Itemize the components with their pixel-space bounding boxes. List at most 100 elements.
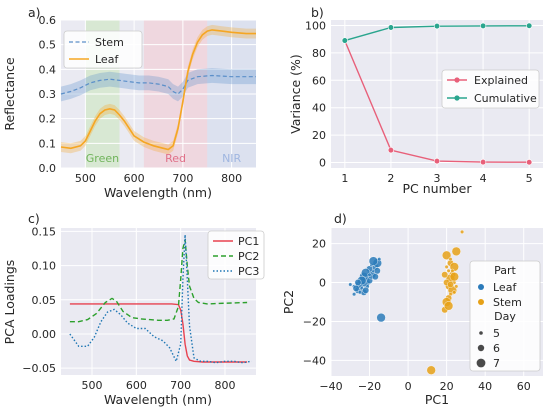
panel-c-ylabel: PCA Loadings xyxy=(2,260,17,345)
scatter-leaf-point xyxy=(368,256,379,266)
panel-c-xtick-label: 700 xyxy=(170,379,191,392)
scatter-stem-point xyxy=(426,365,436,375)
series-cumulative-point xyxy=(387,24,395,31)
legend-pc2-label: PC2 xyxy=(238,250,259,263)
scatter-leaf-point xyxy=(367,272,372,277)
panel-a-xtick-label: 500 xyxy=(75,172,96,185)
scatter-leaf-point xyxy=(376,313,386,323)
panel-a-legend: Stem Leaf xyxy=(63,30,143,69)
scatter-stem-point xyxy=(450,268,455,273)
series-leaf-band xyxy=(61,24,256,155)
scatter-stem-point xyxy=(442,250,452,260)
scatter-stem-point xyxy=(441,271,449,279)
scatter-leaf-point xyxy=(352,284,360,292)
panel-c-ytick-label: 0.15 xyxy=(32,225,57,238)
scatter-stem-point xyxy=(448,257,453,262)
scatter-leaf-point xyxy=(352,292,357,297)
region-red-label: Red xyxy=(165,152,186,165)
region-green-label: Green xyxy=(86,152,119,165)
scatter-leaf-point xyxy=(348,282,353,287)
legend-day6-label: 6 xyxy=(493,342,500,355)
series-cumulative-point xyxy=(479,22,487,29)
series-explained-point xyxy=(387,147,395,154)
panel-b-ytick-label: 0 xyxy=(319,157,326,170)
scatter-leaf-point xyxy=(357,290,362,295)
panel-a-ytick-label: 0.2 xyxy=(39,113,57,126)
panel-a-label: a) xyxy=(28,5,41,20)
region-nir-label: NIR xyxy=(222,152,241,165)
panel-b-xlabel: PC number xyxy=(402,181,472,196)
series-pc3-line xyxy=(69,234,252,364)
panel-b-xtick-label: 5 xyxy=(526,172,533,185)
panel-b-ytick-label: 40 xyxy=(312,102,326,115)
panel-c-ytick-label: 0.00 xyxy=(32,328,57,341)
panel-d-ylabel: PC2 xyxy=(281,290,296,314)
panel-d-legend: Part Leaf Stem Day 5 6 7 xyxy=(469,260,541,372)
series-pc1-line xyxy=(69,303,248,363)
panel-d-xtick-label: 40 xyxy=(478,380,492,393)
legend-cumulative-marker xyxy=(454,95,460,101)
panel-b-xtick-label: 1 xyxy=(341,172,348,185)
series-explained-point xyxy=(479,159,487,166)
scatter-stem-point xyxy=(446,268,451,273)
panel-c-xtick-label: 600 xyxy=(126,379,147,392)
panel-d-xtick-label: −40 xyxy=(319,380,342,393)
legend-stem-label: Stem xyxy=(493,296,522,309)
panel-b-ytick-label: 60 xyxy=(312,74,326,87)
panel-d-xtick-label: −20 xyxy=(358,380,381,393)
panel-a-ytick-label: 0.3 xyxy=(39,88,57,101)
legend-day5-marker xyxy=(479,331,483,335)
panel-a-ytick-label: 0.4 xyxy=(39,63,57,76)
scatter-stem-point xyxy=(444,264,449,269)
legend-day5-label: 5 xyxy=(493,327,500,340)
panel-c-xtick-label: 800 xyxy=(214,379,235,392)
panel-b-label: b) xyxy=(311,5,324,20)
panel-a-ytick-label: 0.5 xyxy=(39,39,57,52)
legend-leaf-label: Leaf xyxy=(95,53,119,66)
panel-c-label: c) xyxy=(28,211,40,226)
panel-b-xtick-label: 2 xyxy=(387,172,394,185)
panel-a-ylabel: Reflectance xyxy=(2,57,17,131)
panel-a-xlabel: Wavelength (nm) xyxy=(104,185,212,200)
legend-cumulative-label: Cumulative xyxy=(474,92,537,105)
scatter-leaf-point xyxy=(354,279,362,286)
panel-b: b) 1 2 3 4 5 0 20 40 60 80 100 PC number Variance… xyxy=(288,5,543,196)
series-leaf-line xyxy=(60,29,256,151)
panel-c-xtick-label: 500 xyxy=(82,379,103,392)
panel-a-ytick-label: 0.0 xyxy=(39,162,57,175)
scatter-leaf-point xyxy=(373,267,381,275)
series-cumulative-point xyxy=(433,23,441,30)
panel-a: a) 500 600 700 800 0.0 0.1 0.2 0.3 0.4 0.5 0.6 Gr… xyxy=(2,5,256,200)
panel-b-legend: Explained Cumulative xyxy=(441,69,540,109)
scatter-leaf-point xyxy=(362,286,370,294)
panel-d-xlabel: PC1 xyxy=(425,392,449,407)
panel-c: c) 500 600 700 800 −0.05 0.00 0.05 0.10 0.15 Wa… xyxy=(2,211,265,407)
panel-a-xtick-label: 700 xyxy=(172,172,193,185)
series-cumulative-point xyxy=(341,37,348,44)
panel-d-xtick-label: 60 xyxy=(517,380,531,393)
legend-stem-label: Stem xyxy=(95,36,124,49)
legend-day6-marker xyxy=(477,344,485,352)
panel-a-xtick-label: 800 xyxy=(221,172,242,185)
legend-day-title: Day xyxy=(494,310,516,323)
series-cumulative-point xyxy=(526,22,533,29)
legend-stem-marker xyxy=(478,299,484,305)
panel-b-ytick-label: 100 xyxy=(305,19,326,32)
scatter-stem-point xyxy=(444,301,454,311)
series-explained-point xyxy=(526,159,533,166)
panel-d-label: d) xyxy=(334,211,347,226)
panel-c-ytick-label: 0.10 xyxy=(32,260,57,273)
legend-explained-label: Explained xyxy=(474,74,528,87)
legend-day7-label: 7 xyxy=(493,357,500,370)
scatter-stem-point xyxy=(454,284,459,289)
panel-d-xtick-label: 0 xyxy=(405,380,412,393)
panel-d-ytick-label: 20 xyxy=(312,238,326,251)
series-stem-line xyxy=(60,74,256,95)
legend-part-title: Part xyxy=(494,264,516,277)
scatter-leaf-point xyxy=(371,273,379,281)
panel-c-ytick-label: 0.05 xyxy=(32,294,57,307)
panel-d-xtick-label: 20 xyxy=(440,380,454,393)
panel-b-ytick-label: 80 xyxy=(312,47,326,60)
panel-b-xtick-label: 3 xyxy=(434,172,441,185)
